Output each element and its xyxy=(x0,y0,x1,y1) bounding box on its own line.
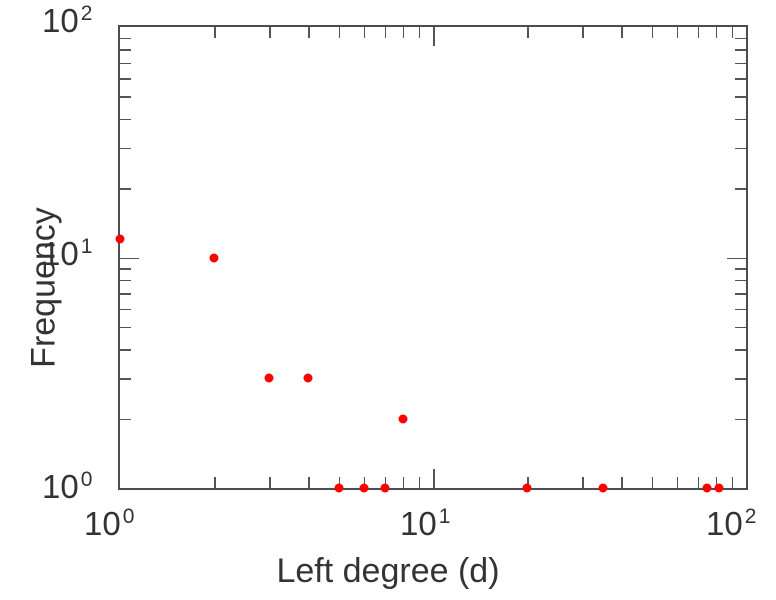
y-axis-tick xyxy=(735,37,746,40)
x-axis-tick xyxy=(651,477,654,488)
x-axis-tick xyxy=(715,477,718,488)
x-axis-tick xyxy=(402,477,405,488)
y-tick-label-10: 101 xyxy=(42,235,93,272)
y-axis-tick xyxy=(727,257,746,259)
x-axis-tick xyxy=(676,477,679,488)
x-tick-label-1: 100 xyxy=(84,505,135,542)
data-point xyxy=(115,234,125,244)
y-tick-label-1: 100 xyxy=(42,468,93,505)
x-axis-tick xyxy=(527,477,529,488)
y-axis-tick xyxy=(735,78,746,80)
x-axis-tick xyxy=(418,477,421,488)
y-axis-tick xyxy=(120,49,131,51)
y-axis-tick xyxy=(735,308,746,311)
x-axis-tick xyxy=(651,27,654,38)
data-point xyxy=(702,483,712,493)
y-axis-tick xyxy=(120,96,131,98)
x-axis-tick xyxy=(363,477,366,488)
data-point xyxy=(334,483,344,493)
y-axis-tick xyxy=(120,308,131,311)
y-axis-tick xyxy=(120,62,131,65)
data-point xyxy=(380,483,390,493)
plot-area xyxy=(115,25,748,493)
y-axis-tick xyxy=(735,188,746,190)
data-point xyxy=(264,373,274,383)
y-axis-tick xyxy=(120,37,131,40)
y-axis-title: Frequency xyxy=(24,207,63,368)
x-axis-tick xyxy=(363,27,366,38)
y-axis-tick xyxy=(120,349,131,351)
y-axis-tick xyxy=(120,188,131,190)
x-axis-tick xyxy=(433,469,435,488)
x-axis-tick xyxy=(384,27,387,38)
data-point xyxy=(398,414,408,424)
x-axis-tick xyxy=(402,27,405,38)
x-axis-tick xyxy=(582,477,584,488)
data-point xyxy=(522,483,532,493)
y-axis-tick xyxy=(735,96,746,98)
x-axis-tick xyxy=(621,27,623,38)
y-axis-tick xyxy=(735,378,746,380)
data-point xyxy=(209,253,219,262)
y-axis-tick xyxy=(120,257,139,259)
y-axis-tick xyxy=(735,62,746,65)
data-point xyxy=(359,483,369,493)
x-axis-tick xyxy=(697,477,700,488)
x-axis-tick xyxy=(731,477,734,488)
data-point xyxy=(303,373,313,383)
x-axis-tick xyxy=(731,27,734,38)
x-axis-tick xyxy=(308,477,310,488)
y-axis-tick xyxy=(120,293,131,295)
x-tick-label-100: 102 xyxy=(706,505,757,542)
y-axis-tick xyxy=(120,279,131,282)
x-axis-tick xyxy=(582,27,584,38)
x-axis-tick xyxy=(269,477,271,488)
y-axis-tick xyxy=(120,378,131,380)
y-axis-tick xyxy=(735,349,746,351)
x-axis-tick xyxy=(269,27,271,38)
x-axis-tick xyxy=(433,27,435,46)
x-axis-tick xyxy=(214,27,216,38)
y-axis-tick xyxy=(120,326,131,329)
x-axis-tick xyxy=(338,477,341,488)
y-axis-tick xyxy=(735,279,746,282)
y-axis-tick xyxy=(735,268,746,270)
x-axis-tick xyxy=(527,27,529,38)
data-point xyxy=(714,483,724,493)
y-axis-tick xyxy=(735,293,746,295)
y-axis-tick xyxy=(735,118,746,121)
y-axis-tick xyxy=(120,268,131,270)
x-tick-label-10: 101 xyxy=(400,505,451,542)
x-axis-tick xyxy=(697,27,700,38)
x-axis-tick xyxy=(418,27,421,38)
x-axis-title: Left degree (d) xyxy=(276,552,500,590)
x-axis-tick xyxy=(676,27,679,38)
x-axis-tick xyxy=(621,477,623,488)
x-axis-tick xyxy=(338,27,341,38)
y-axis-tick xyxy=(120,118,131,121)
y-axis-tick xyxy=(735,147,746,150)
x-axis-tick xyxy=(715,27,718,38)
y-axis-tick xyxy=(735,326,746,329)
y-tick-label-100: 102 xyxy=(42,2,93,39)
x-axis-tick xyxy=(308,27,310,38)
y-axis-tick xyxy=(120,147,131,150)
data-point xyxy=(598,483,608,493)
x-axis-tick xyxy=(384,477,387,488)
y-axis-tick xyxy=(120,418,131,421)
y-axis-tick xyxy=(120,78,131,80)
y-axis-tick xyxy=(735,49,746,51)
y-axis-tick xyxy=(735,418,746,421)
x-axis-tick xyxy=(214,477,216,488)
